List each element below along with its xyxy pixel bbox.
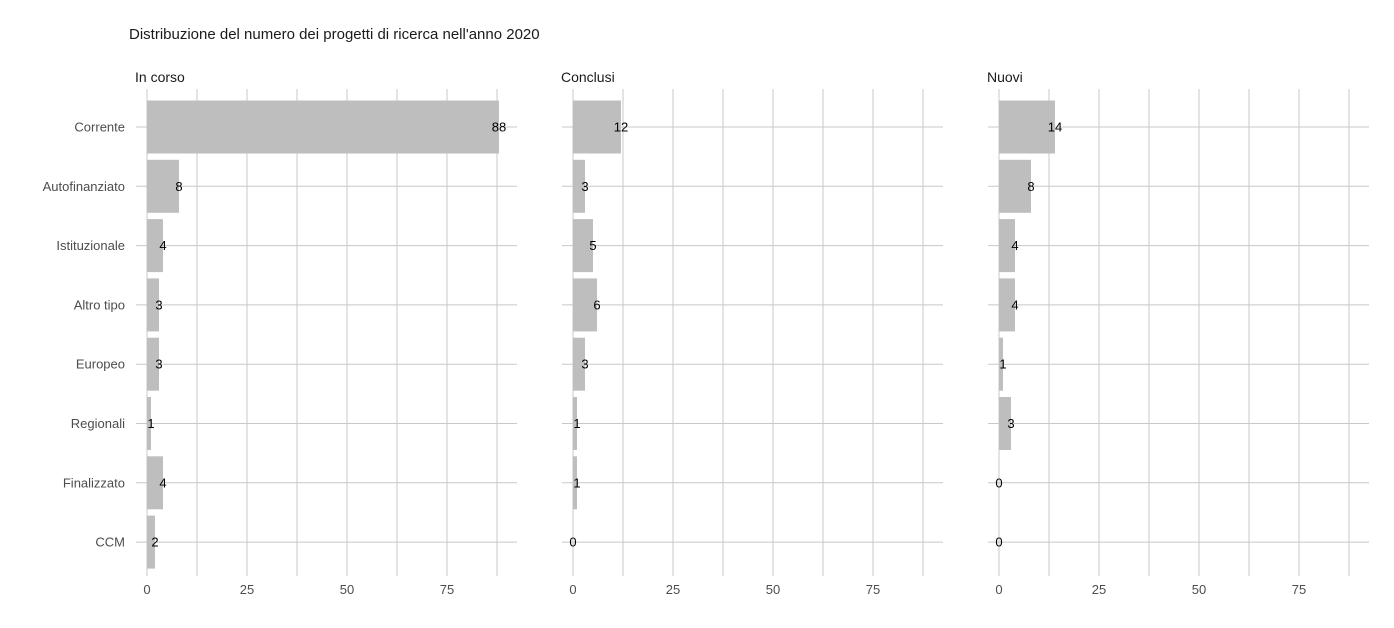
bar-in-corso-istituzionale — [147, 219, 163, 273]
x-tick-label: 0 — [569, 582, 576, 597]
data-label-nuovi-corrente: 14 — [1048, 120, 1062, 135]
bar-nuovi-corrente — [999, 100, 1055, 154]
data-label-in-corso-regionali: 1 — [147, 416, 154, 431]
chart-title: Distribuzione del numero dei progetti di… — [129, 26, 540, 43]
bar-conclusi-istituzionale — [573, 219, 593, 273]
data-label-nuovi-autofinanziato: 8 — [1027, 179, 1034, 194]
data-label-nuovi-ccm: 0 — [995, 535, 1002, 550]
data-label-nuovi-finalizzato: 0 — [995, 475, 1002, 490]
bar-in-corso-finalizzato — [147, 456, 163, 510]
facet-label-conclusi: Conclusi — [561, 69, 615, 85]
x-tick-label: 0 — [143, 582, 150, 597]
bar-in-corso-autofinanziato — [147, 159, 179, 213]
bar-in-corso-regionali — [147, 397, 151, 450]
data-label-nuovi-europeo: 1 — [999, 357, 1006, 372]
x-tick-label: 50 — [766, 582, 780, 597]
category-label-finalizzato: Finalizzato — [63, 475, 125, 490]
x-tick-label: 50 — [1192, 582, 1206, 597]
category-label-istituzionale: Istituzionale — [56, 238, 125, 253]
x-tick-label: 75 — [440, 582, 454, 597]
bar-conclusi-autofinanziato — [573, 159, 585, 213]
data-label-in-corso-autofinanziato: 8 — [175, 179, 182, 194]
facet-label-in-corso: In corso — [135, 69, 185, 85]
category-label-altro-tipo: Altro tipo — [74, 297, 125, 312]
data-label-conclusi-corrente: 12 — [614, 120, 628, 135]
data-label-nuovi-altro-tipo: 4 — [1011, 297, 1018, 312]
data-label-in-corso-altro-tipo: 3 — [155, 297, 162, 312]
bar-conclusi-corrente — [573, 100, 621, 154]
data-label-conclusi-istituzionale: 5 — [589, 238, 596, 253]
data-label-in-corso-finalizzato: 4 — [159, 475, 166, 490]
bar-in-corso-ccm — [147, 515, 155, 569]
data-label-in-corso-corrente: 88 — [492, 120, 506, 135]
data-label-nuovi-istituzionale: 4 — [1011, 238, 1018, 253]
data-label-conclusi-autofinanziato: 3 — [581, 179, 588, 194]
x-tick-label: 25 — [1092, 582, 1106, 597]
facet-panel-nuovi: Nuovi 14 8 4 4 1 3 0 0 0 25 50 75 — [987, 69, 1369, 597]
bar-in-corso-corrente — [147, 100, 499, 154]
data-label-nuovi-regionali: 3 — [1007, 416, 1014, 431]
x-tick-label: 25 — [240, 582, 254, 597]
category-label-corrente: Corrente — [74, 120, 125, 135]
data-label-conclusi-ccm: 0 — [569, 535, 576, 550]
category-label-ccm: CCM — [95, 535, 125, 550]
x-tick-label: 25 — [666, 582, 680, 597]
data-label-in-corso-europeo: 3 — [155, 357, 162, 372]
data-label-in-corso-ccm: 2 — [151, 535, 158, 550]
bar-conclusi-finalizzato — [573, 456, 577, 510]
category-label-europeo: Europeo — [76, 357, 125, 372]
x-tick-label: 75 — [866, 582, 880, 597]
bar-nuovi-autofinanziato — [999, 159, 1031, 213]
bar-conclusi-altro-tipo — [573, 278, 597, 332]
bar-nuovi-regionali — [999, 397, 1011, 450]
facet-panel-conclusi: Conclusi 12 3 5 6 3 1 1 0 0 25 50 75 — [561, 69, 943, 597]
data-label-conclusi-regionali: 1 — [573, 416, 580, 431]
data-label-in-corso-istituzionale: 4 — [159, 238, 166, 253]
facet-label-nuovi: Nuovi — [987, 69, 1023, 85]
bar-nuovi-europeo — [999, 337, 1003, 391]
category-axis-labels: Corrente Autofinanziato Istituzionale Altro… — [43, 120, 126, 550]
bar-in-corso-altro-tipo — [147, 278, 159, 332]
x-tick-label: 0 — [995, 582, 1002, 597]
data-label-conclusi-europeo: 3 — [581, 357, 588, 372]
data-label-conclusi-finalizzato: 1 — [573, 475, 580, 490]
category-label-autofinanziato: Autofinanziato — [43, 179, 125, 194]
bar-nuovi-altro-tipo — [999, 278, 1015, 332]
bar-nuovi-istituzionale — [999, 219, 1015, 273]
x-tick-label: 75 — [1292, 582, 1306, 597]
category-label-regionali: Regionali — [71, 416, 125, 431]
bar-conclusi-regionali — [573, 397, 577, 450]
data-label-conclusi-altro-tipo: 6 — [593, 297, 600, 312]
x-tick-label: 50 — [340, 582, 354, 597]
bar-in-corso-europeo — [147, 337, 159, 391]
bar-conclusi-europeo — [573, 337, 585, 391]
